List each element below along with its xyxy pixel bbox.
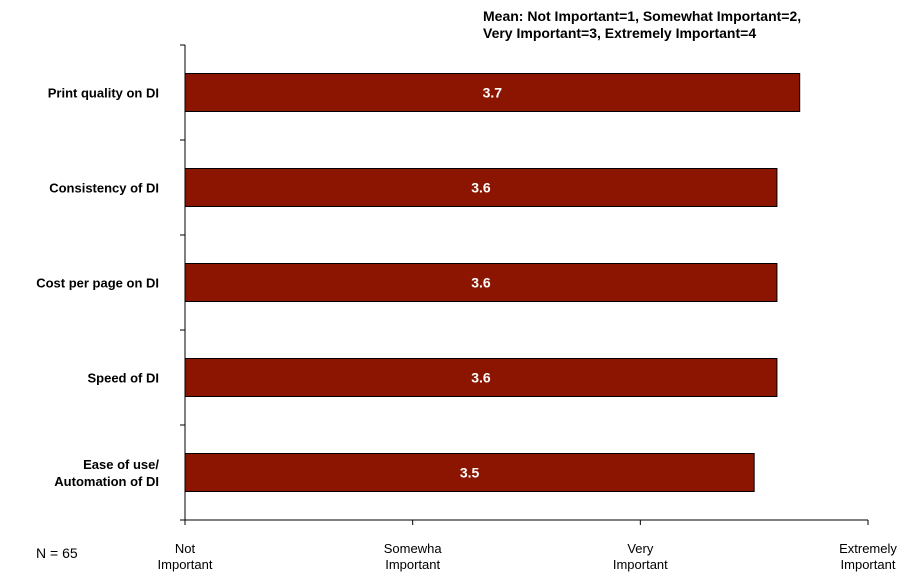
x-tick-label: Very Important (613, 541, 668, 572)
bar (184, 263, 778, 302)
x-tick-label: Somewha Important (384, 541, 443, 572)
bar-value-label: 3.7 (483, 85, 503, 101)
category-label: Ease of use/Automation of DI (54, 457, 159, 489)
category-label: Print quality on DI (48, 86, 159, 101)
bar-value-label: 3.6 (471, 180, 491, 196)
bar-value-label: 3.6 (471, 275, 491, 291)
bar-value-label: 3.5 (460, 465, 480, 481)
bar (184, 358, 778, 397)
category-label: Speed of DI (87, 371, 159, 386)
scale-legend-note: Mean: Not Important=1, Somewhat Importan… (483, 8, 802, 41)
bar (184, 453, 755, 492)
x-tick-label: Extremely Important (839, 541, 897, 572)
sample-size-label: N = 65 (36, 545, 78, 561)
category-label: Cost per page on DI (36, 276, 159, 291)
category-label: Consistency of DI (49, 181, 159, 196)
bar (184, 168, 778, 207)
bar-value-label: 3.6 (471, 370, 491, 386)
x-tick-label: Not Important (158, 541, 213, 572)
bar (184, 73, 801, 112)
